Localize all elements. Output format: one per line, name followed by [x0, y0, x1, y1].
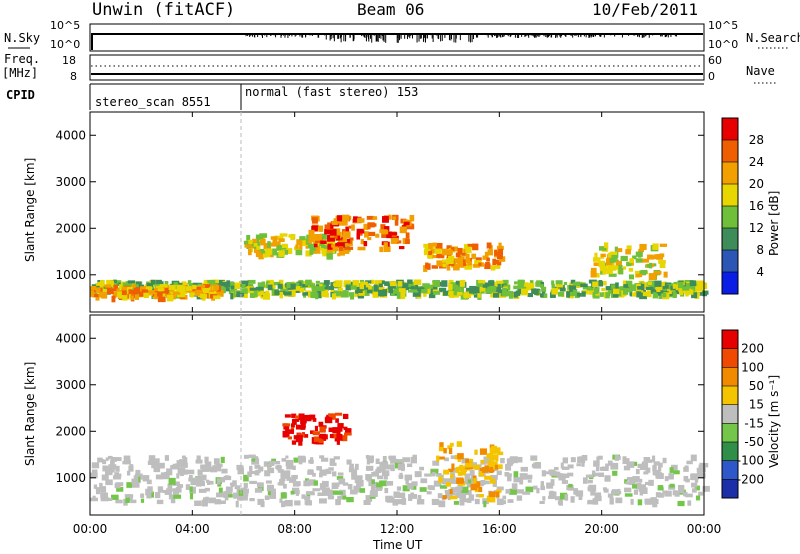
nave-tick-bottom: 0 [708, 70, 715, 83]
colorbar-segment [722, 206, 738, 228]
range-tick-label: 1000 [55, 268, 86, 282]
time-axis: 00:00 04:00 08:00 12:00 16:00 20:00 00:00 [73, 112, 722, 536]
colorbar-segment [722, 272, 738, 294]
colorbar-segment [722, 118, 738, 140]
colorbar-segment [722, 460, 738, 480]
colorbar-tick-label: 16 [749, 199, 764, 213]
colorbar-segment [722, 250, 738, 272]
colorbar-tick-label: 24 [749, 155, 764, 169]
cpid-segment-1: stereo_scan 8551 [95, 95, 211, 109]
colorbar-tick-label: 100 [741, 360, 764, 374]
colorbar-tick-label: -15 [744, 416, 764, 430]
nsky-tick-bottom: 10^0 [50, 38, 80, 51]
nsearch-tick-top: 10^5 [708, 19, 738, 32]
colorbar-tick-label: 20 [749, 177, 764, 191]
colorbar-segment [722, 423, 738, 442]
velocity-colorbar: 200 100 50 15 -15 -50 -100 -200 [721, 329, 764, 499]
colorbar-segment [722, 228, 738, 250]
cpid-segment-2: normal (fast stereo) 153 [245, 85, 418, 99]
colorbar-segment [722, 330, 738, 349]
colorbar-tick-label: 8 [756, 243, 764, 257]
range-tick-label: 4000 [55, 331, 86, 345]
range-tick-label: 4000 [55, 128, 86, 142]
colorbar-tick-label: 12 [749, 221, 764, 235]
nsky-trace [91, 33, 703, 50]
colorbar-segment [722, 479, 738, 498]
colorbar-segment [722, 184, 738, 206]
cpid-panel: CPID stereo_scan 8551 normal (fast stere… [6, 83, 704, 110]
colorbar-tick-label: -200 [737, 472, 764, 486]
freq-tick-top: 18 [62, 54, 76, 67]
nave-tick-top: 60 [708, 54, 722, 67]
x-axis-label: Time UT [372, 538, 423, 552]
beam-title: Beam 06 [357, 0, 424, 19]
time-tick-label: 16:00 [482, 522, 517, 536]
nsky-panel: N.Sky 10^5 10^0 10^5 10^0 N.Search [4, 19, 800, 52]
colorbar-tick-label: 50 [749, 379, 764, 393]
time-tick-label: 08:00 [277, 522, 312, 536]
colorbar-segment [722, 442, 738, 461]
time-tick-label: 00:00 [73, 522, 108, 536]
velocity-panel: 1000 2000 3000 4000 Slant Range [km] 200 100… [23, 314, 781, 516]
colorbar-segment [722, 162, 738, 184]
nsky-tick-top: 10^5 [50, 19, 80, 32]
colorbar-tick-label: -50 [744, 435, 764, 449]
colorbar-tick-label: 4 [756, 265, 764, 279]
range-tick-label: 2000 [55, 424, 86, 438]
velocity-ylabel: Slant Range [km] [23, 362, 37, 466]
freq-panel: Freq. [MHz] 18 8 60 0 Nave [2, 52, 776, 84]
range-tick-label: 3000 [55, 378, 86, 392]
nsky-label: N.Sky [4, 31, 40, 45]
power-panel: 1000 2000 3000 4000 Slant Range [km] 28 24 20… [23, 111, 781, 313]
colorbar-segment [722, 386, 738, 405]
freq-tick-bottom: 8 [70, 70, 77, 83]
nave-label: Nave [746, 64, 775, 78]
power-colorbar-label: Power [dB] [767, 191, 781, 256]
power-y-axis: 1000 2000 3000 4000 [55, 128, 704, 282]
velocity-y-axis: 1000 2000 3000 4000 [55, 331, 704, 485]
station-title: Unwin (fitACF) [92, 0, 235, 20]
freq-label: Freq. [4, 52, 40, 66]
nsearch-label: N.Search [746, 31, 800, 45]
power-colorbar: 28 24 20 16 12 8 4 [721, 117, 764, 295]
colorbar-tick-label: -100 [737, 454, 764, 468]
freq-unit-label: [MHz] [2, 66, 38, 80]
colorbar-tick-label: 200 [741, 342, 764, 356]
colorbar-tick-label: 15 [749, 398, 764, 412]
range-tick-label: 3000 [55, 175, 86, 189]
nsearch-tick-bottom: 10^0 [708, 38, 738, 51]
time-tick-label: 04:00 [175, 522, 210, 536]
colorbar-segment [722, 140, 738, 162]
time-tick-label: 00:00 [687, 522, 722, 536]
colorbar-segment [722, 367, 738, 386]
date-title: 10/Feb/2011 [592, 0, 698, 19]
time-tick-label: 12:00 [380, 522, 415, 536]
power-heatmap [90, 214, 709, 303]
time-tick-label: 20:00 [584, 522, 619, 536]
range-tick-label: 1000 [55, 471, 86, 485]
power-ylabel: Slant Range [km] [23, 158, 37, 262]
colorbar-segment [722, 348, 738, 368]
range-tick-label: 2000 [55, 221, 86, 235]
colorbar-tick-label: 28 [749, 133, 764, 147]
cpid-label: CPID [6, 88, 35, 102]
colorbar-segment [722, 404, 738, 424]
velocity-heatmap [90, 412, 710, 508]
velocity-colorbar-label: Velocity [m s⁻¹] [767, 375, 781, 468]
